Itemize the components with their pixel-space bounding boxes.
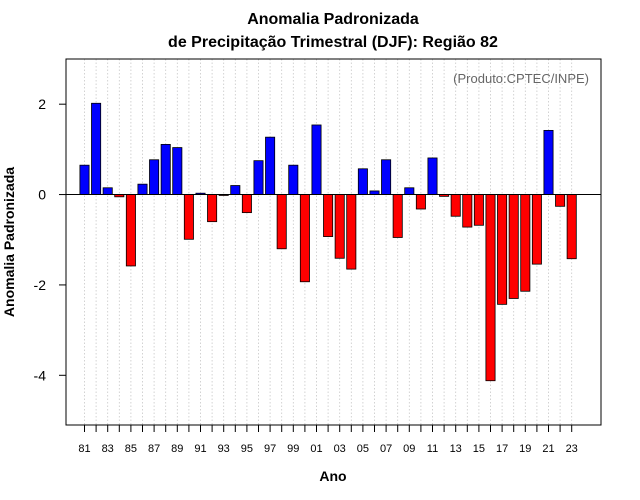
bar-10 [415,194,426,210]
bar-22 [555,194,566,207]
bar-09 [404,187,415,195]
chart-title: Anomalia Padronizada [247,11,419,28]
bar-81 [79,164,90,195]
bar-17 [497,194,508,305]
bar-11 [427,157,438,195]
bar-96 [253,160,264,195]
x-tick-label-93: 93 [218,443,230,455]
y-tick-label: 0 [38,187,46,203]
x-tick-label-95: 95 [241,443,253,455]
bar-88 [160,143,171,195]
bar-90 [183,194,194,240]
grid-lines [84,59,573,425]
bar-03 [334,194,345,259]
x-tick-label-81: 81 [78,443,90,455]
bar-21 [543,129,554,195]
bar-94 [230,185,241,195]
y-tick-label: -4 [34,367,47,383]
x-tick-label-89: 89 [171,443,183,455]
bar-87 [149,159,160,195]
bar-13 [450,194,461,217]
x-tick-label-21: 21 [542,443,554,455]
x-tick-label-03: 03 [334,443,346,455]
x-tick-label-99: 99 [287,443,299,455]
bar-20 [531,194,542,265]
x-tick-label-91: 91 [194,443,206,455]
bar-98 [276,194,287,250]
bar-97 [265,136,276,195]
x-tick-label-13: 13 [450,443,462,455]
x-axis-label: Ano [319,468,346,484]
y-tick-label: -2 [34,277,47,293]
x-tick-label-87: 87 [148,443,160,455]
bar-83 [102,187,113,195]
bar-00 [299,194,310,283]
x-tick-label-83: 83 [102,443,114,455]
bar-02 [323,194,334,237]
bar-86 [137,183,148,195]
x-tick-label-97: 97 [264,443,276,455]
x-tick-label-05: 05 [357,443,369,455]
bar-19 [520,194,531,292]
y-axis: -4 -2 0 2 [34,96,66,383]
source-note: (Produto:CPTEC/INPE) [453,71,589,86]
bar-18 [508,194,519,299]
bar-01 [311,124,322,195]
x-tick-label-15: 15 [473,443,485,455]
x-axis: 81 83 85 87 89 91 93 95 97 99 01 03 05 07 09 11 13 15 17 19… [78,425,578,455]
x-tick-label-23: 23 [566,443,578,455]
x-tick-label-85: 85 [125,443,137,455]
bar-16 [485,194,496,382]
x-tick-label-01: 01 [310,443,322,455]
chart-subtitle: de Precipitação Trimestral (DJF): Região… [168,34,498,51]
bar-14 [462,194,473,228]
y-axis-label: Anomalia Padronizada [1,167,17,317]
bar-04 [346,194,357,270]
bar-05 [357,168,368,195]
y-tick-label: 2 [38,96,46,112]
x-tick-label-09: 09 [403,443,415,455]
x-tick-label-19: 19 [519,443,531,455]
bar-85 [125,194,136,267]
bar-23 [566,194,577,260]
x-tick-label-11: 11 [427,443,438,455]
bar-06 [369,190,380,195]
plot-frame [65,58,602,426]
bar-95 [241,194,252,214]
bar-99 [288,164,299,195]
bar-89 [172,147,183,195]
bar-07 [381,159,392,195]
bar-82 [91,102,102,195]
bar-92 [207,194,218,223]
x-tick-label-17: 17 [496,443,508,455]
x-tick-label-07: 07 [380,443,392,455]
bar-15 [473,194,484,226]
bar-08 [392,194,403,238]
